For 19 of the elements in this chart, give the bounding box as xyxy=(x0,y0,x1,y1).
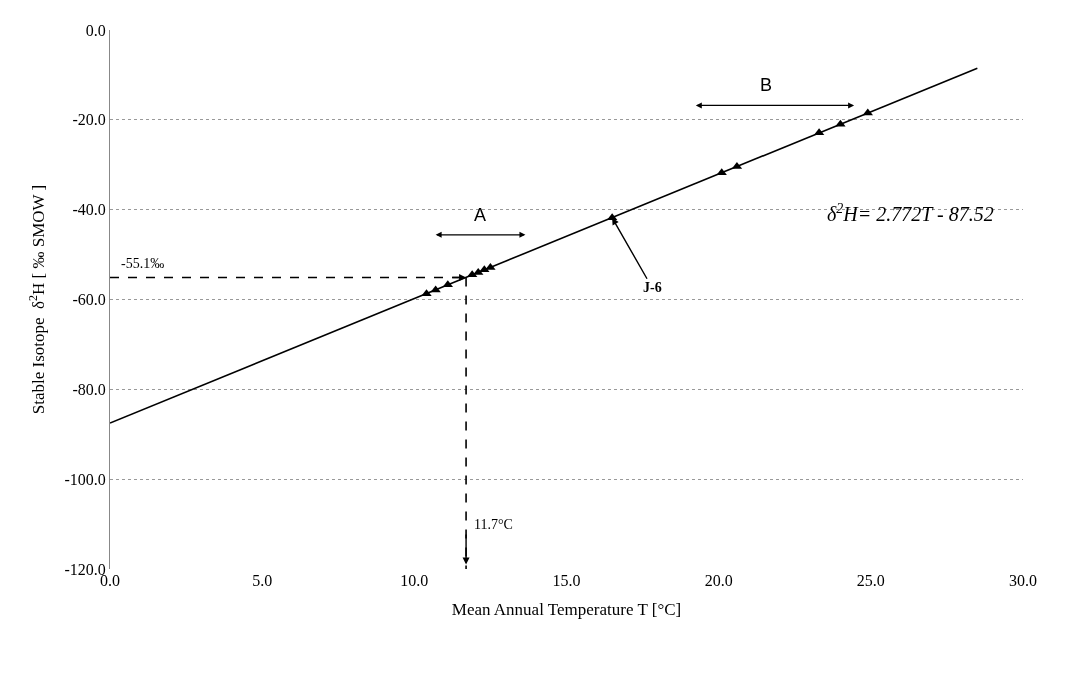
y-tick-label: -40.0 xyxy=(72,201,106,219)
y-tick-label: -60.0 xyxy=(72,291,106,309)
x-axis-title: Mean Annual Temperature T [°C] xyxy=(451,600,682,620)
annotation: J-6 xyxy=(643,280,662,295)
y-tick-label: -100.0 xyxy=(64,470,106,488)
y-tick-label: 0.0 xyxy=(85,21,106,39)
y-tick-label: -20.0 xyxy=(72,111,106,129)
x-tick-label: 25.0 xyxy=(856,572,885,589)
ref-line-label: -55.1‰ xyxy=(121,256,165,271)
annotation: B xyxy=(760,75,773,95)
x-tick-label: 30.0 xyxy=(1009,572,1037,589)
ref-line-label: 11.7°C xyxy=(474,517,513,532)
x-tick-label: 20.0 xyxy=(704,572,733,589)
annotation: δ$^{2}$H= 2.772T - 87.52 xyxy=(827,201,994,226)
x-tick-label: 15.0 xyxy=(552,572,581,589)
y-tick-label: -80.0 xyxy=(72,380,106,398)
annotation: A xyxy=(474,205,487,225)
x-tick-label: 10.0 xyxy=(400,572,429,589)
x-tick-label: 5.0 xyxy=(252,572,273,589)
